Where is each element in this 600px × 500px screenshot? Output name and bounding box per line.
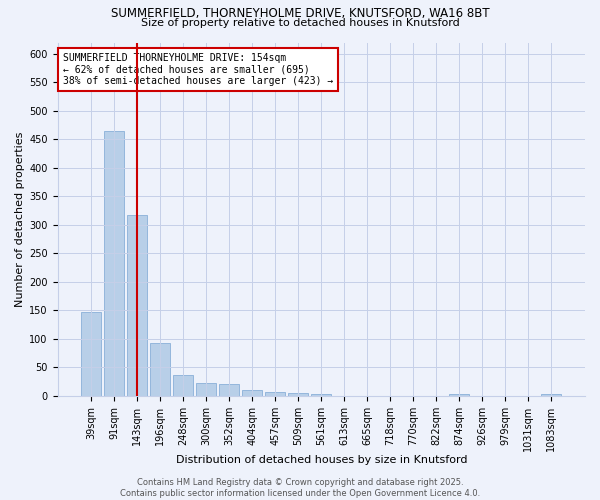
Bar [82, 312, 101, 396]
Bar [311, 394, 331, 396]
X-axis label: Distribution of detached houses by size in Knutsford: Distribution of detached houses by size … [176, 455, 467, 465]
Text: SUMMERFIELD THORNEYHOLME DRIVE: 154sqm
← 62% of detached houses are smaller (695: SUMMERFIELD THORNEYHOLME DRIVE: 154sqm ←… [63, 53, 333, 86]
Text: SUMMERFIELD, THORNEYHOLME DRIVE, KNUTSFORD, WA16 8BT: SUMMERFIELD, THORNEYHOLME DRIVE, KNUTSFO… [110, 8, 490, 20]
Bar [151, 343, 170, 396]
Bar [173, 375, 193, 396]
Bar [127, 214, 147, 396]
Bar [104, 131, 124, 396]
Text: Contains HM Land Registry data © Crown copyright and database right 2025.
Contai: Contains HM Land Registry data © Crown c… [120, 478, 480, 498]
Bar [289, 393, 308, 396]
Y-axis label: Number of detached properties: Number of detached properties [15, 132, 25, 307]
Bar [220, 384, 239, 396]
Bar [449, 394, 469, 396]
Bar [265, 392, 285, 396]
Bar [242, 390, 262, 396]
Text: Size of property relative to detached houses in Knutsford: Size of property relative to detached ho… [140, 18, 460, 28]
Bar [541, 394, 561, 396]
Bar [196, 383, 216, 396]
